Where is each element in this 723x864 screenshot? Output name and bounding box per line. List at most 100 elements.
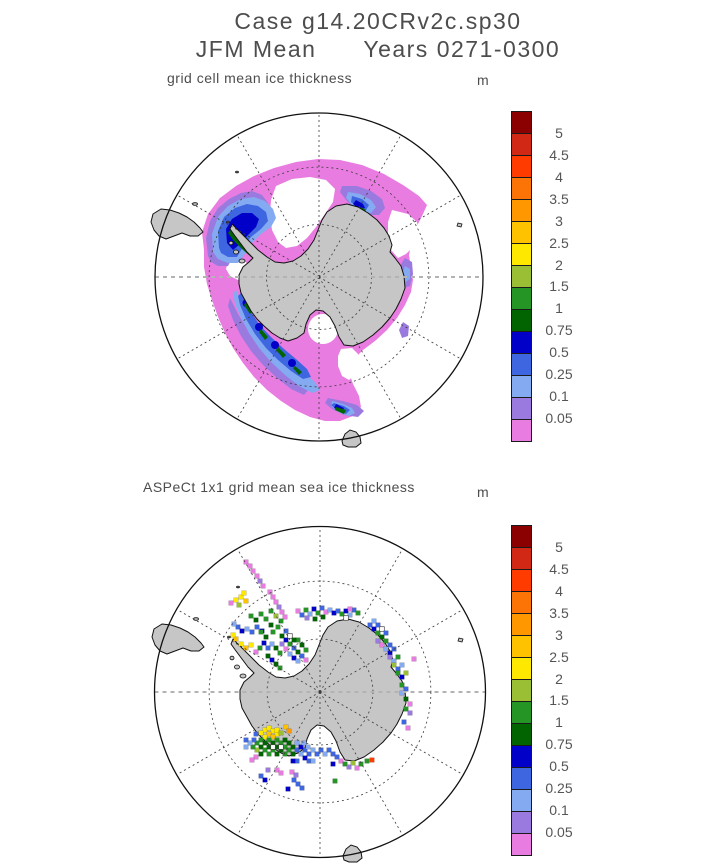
aspect-cell (339, 611, 345, 617)
colorbar-segment (512, 398, 531, 420)
aspect-cell (403, 696, 409, 702)
aspect-cell (295, 658, 301, 664)
aspect-cell (266, 731, 272, 737)
colorbar-segment (512, 790, 531, 812)
colorbar-segment (512, 834, 531, 855)
meridian-line (318, 134, 402, 278)
aspect-cell (233, 597, 239, 603)
aspect-cell (266, 737, 272, 743)
ice-0p05-0p1 (399, 322, 409, 338)
aspect-cell (299, 785, 305, 791)
colorbar-tick-label: 0.25 (545, 780, 573, 797)
aspect-cell (383, 646, 389, 652)
aspect-cell (253, 649, 259, 655)
colorbar-tick-label: 2 (555, 670, 563, 687)
aspect-cell (236, 602, 242, 608)
aspect-cell (248, 642, 254, 648)
aspect-cell (257, 578, 263, 584)
aspect-cell (295, 781, 301, 787)
colorbar-tick-label: 0.05 (545, 410, 573, 427)
aspect-cell (254, 624, 260, 630)
aspect-cell (303, 657, 309, 663)
colorbar-tick-label: 3.5 (549, 190, 569, 207)
meridian-line (318, 194, 462, 278)
aspect-cell (354, 765, 360, 771)
aspect-cell (263, 634, 269, 640)
aspect-cell (399, 674, 405, 680)
aspect-cell (273, 613, 279, 619)
aspect-cell (379, 634, 385, 640)
aspect-cell (334, 754, 340, 760)
colorbar-segment (512, 266, 531, 288)
colorbar-segment (512, 354, 531, 376)
aspect-cell (369, 757, 375, 763)
aspect-cell (303, 647, 309, 653)
aspect-cell (274, 751, 280, 757)
aspect-cell (290, 758, 296, 764)
aspect-cell (254, 747, 260, 753)
aspect-cell (399, 662, 405, 668)
aspect-cell (315, 610, 321, 616)
ross-shelf-white (308, 314, 338, 344)
colorbar-tick-label: 4 (555, 168, 563, 185)
aspect-cell (282, 751, 288, 757)
aspect-cell-layer (228, 559, 417, 792)
meridian-line (236, 276, 320, 420)
colorbar-tick-label: 5 (555, 124, 563, 141)
colorbar-tick-label: 2.5 (549, 648, 569, 665)
aspect-cell (233, 636, 239, 642)
panel1-unit-label: m (477, 72, 489, 88)
aspect-cell (399, 682, 405, 688)
colorbar-tick-label: 3 (555, 212, 563, 229)
colorbar-segment (512, 310, 531, 332)
ice-0p5-0p75 (288, 359, 296, 367)
aspect-cell (391, 662, 397, 668)
aspect-cell (290, 751, 296, 757)
aspect-cell (335, 608, 341, 614)
aspect-cell (343, 615, 349, 621)
colorbar-tick-label: 0.5 (549, 758, 569, 775)
aspect-cell (247, 740, 253, 746)
aspect-cell (282, 614, 288, 620)
graticule-top-map (154, 112, 484, 442)
aspect-cell (257, 645, 263, 651)
colorbar-tick-label: 4.5 (549, 146, 569, 163)
aspect-cell (265, 653, 271, 659)
aspect-cell (298, 744, 304, 750)
aspect-cell (347, 606, 353, 612)
aspect-cell (375, 622, 381, 628)
aspect-cell (247, 563, 253, 569)
aspect-cell (278, 744, 284, 750)
panel2-unit-label: m (477, 484, 489, 500)
aspect-cell (258, 737, 264, 743)
aspect-cell (342, 761, 348, 767)
aspect-cell (270, 629, 276, 635)
aspect-cell (266, 751, 272, 757)
aspect-cell (265, 645, 271, 651)
colorbar-segment (512, 592, 531, 614)
aspect-cell (375, 630, 381, 636)
aspect-cell (258, 744, 264, 750)
aspect-cell (250, 568, 256, 574)
colorbar-segment (512, 746, 531, 768)
aspect-cell (244, 626, 250, 632)
aspect-cell (383, 630, 389, 636)
colorbar-segment (512, 636, 531, 658)
aspect-cell (338, 758, 344, 764)
aspect-cell (287, 633, 293, 639)
aspect-cell (291, 777, 297, 783)
aspect-cell (278, 770, 284, 776)
colorbar-tick-label: 1.5 (549, 278, 569, 295)
ice-0p25-0p5 (238, 293, 311, 379)
aspect-cell (268, 622, 274, 628)
colorbar-segment (512, 548, 531, 570)
aspect-cell (294, 740, 300, 746)
colorbar-tick-label: 1 (555, 300, 563, 317)
aspect-cell (279, 641, 285, 647)
aspect-cell (273, 645, 279, 651)
aspect-cell (239, 628, 245, 634)
aspect-cell (407, 710, 413, 716)
aspect-cell (364, 758, 370, 764)
aspect-cell (307, 611, 313, 617)
